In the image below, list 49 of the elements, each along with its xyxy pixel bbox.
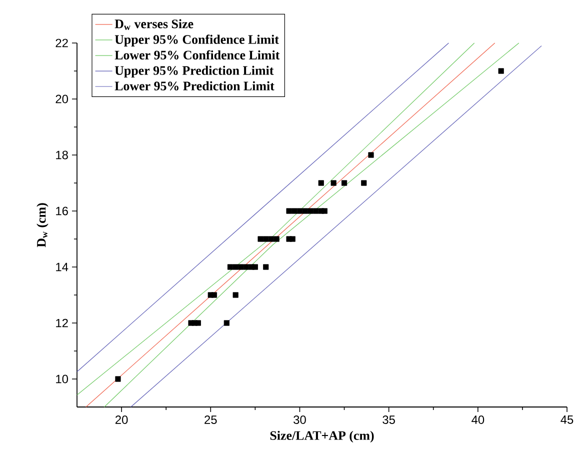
legend-label: Upper 95% Prediction Limit [114, 66, 274, 78]
point [227, 264, 234, 270]
point [252, 264, 258, 270]
point [263, 236, 269, 242]
point [296, 208, 303, 214]
point [195, 320, 201, 326]
point [498, 68, 504, 74]
point [224, 320, 230, 326]
point [341, 180, 348, 186]
x-tick-label: 20 [115, 416, 128, 424]
point [211, 292, 217, 298]
point [318, 180, 324, 186]
x-tick-label: 30 [294, 416, 306, 424]
point [263, 264, 269, 270]
x-axis-title: Size/LAT+AP (cm) [270, 430, 374, 443]
y-tick-label: 14 [56, 262, 68, 272]
legend-label: Upper 95% Confidence Limit [114, 34, 279, 46]
point [312, 208, 319, 214]
point [302, 208, 308, 214]
y-tick-label: 10 [56, 374, 68, 384]
point [232, 264, 238, 270]
point [368, 152, 374, 158]
point [292, 208, 298, 214]
point [330, 180, 336, 186]
y-axis-title: D$_{w}$ (cm) [36, 203, 48, 248]
legend-label: Lower 95% Confidence Limit [114, 50, 280, 60]
legend-label: Lower 95% Prediction Limit [114, 81, 274, 90]
x-tick-label: 25 [204, 416, 217, 424]
y-tick-label: 22 [56, 38, 68, 48]
y-tick-label: 18 [56, 150, 68, 160]
point [361, 180, 367, 186]
x-tick-label: 40 [472, 416, 484, 424]
y-tick-label: 20 [56, 94, 68, 104]
point [322, 208, 328, 214]
x-tick-label: 45 [560, 416, 574, 424]
point [274, 236, 280, 242]
y-tick-label: 16 [56, 206, 68, 216]
y-tick-label: 12 [56, 318, 68, 328]
point [258, 236, 264, 242]
point [232, 292, 238, 298]
point [243, 264, 250, 270]
point [286, 208, 292, 214]
x-tick-label: 35 [382, 416, 395, 424]
point [308, 208, 314, 214]
point [268, 236, 274, 242]
point [290, 236, 296, 242]
point [238, 264, 244, 270]
point [115, 376, 121, 382]
legend-label: D$_{w}$ verses Size [114, 19, 194, 30]
